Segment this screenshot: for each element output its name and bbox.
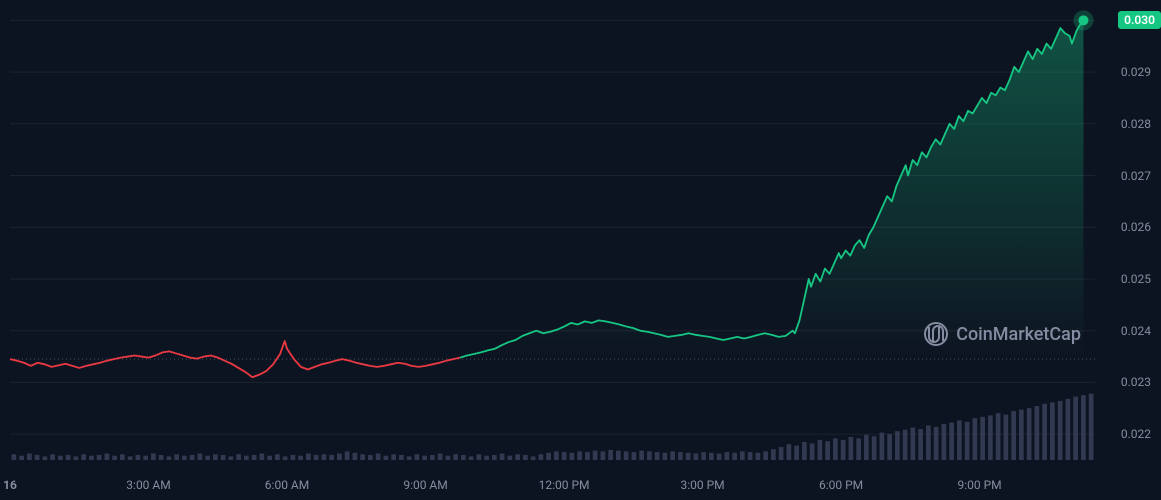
x-tick-label: 6:00 AM	[265, 478, 309, 492]
price-chart: 0.022 0.023 0.024 0.025 0.026 0.027 0.028 0.029…	[0, 0, 1161, 500]
price-badge-value: 0.030	[1124, 13, 1155, 27]
x-tick-label: 16	[3, 478, 17, 492]
x-tick-label: 6:00 PM	[819, 478, 863, 492]
x-tick-label: 9:00 AM	[403, 478, 447, 492]
current-price-badge: 0.030	[1118, 11, 1161, 29]
y-tick-label: 0.028	[1121, 117, 1151, 131]
y-tick-label: 0.026	[1121, 220, 1151, 234]
x-tick-label: 3:00 AM	[126, 478, 170, 492]
coinmarketcap-logo-icon	[924, 322, 948, 346]
y-tick-label: 0.024	[1121, 324, 1151, 338]
y-tick-label: 0.022	[1121, 427, 1151, 441]
y-axis: 0.022 0.023 0.024 0.025 0.026 0.027 0.028 0.029…	[1105, 0, 1161, 450]
y-tick-label: 0.025	[1121, 272, 1151, 286]
x-axis: 16 3:00 AM 6:00 AM 9:00 AM 12:00 PM 3:00 PM 6:…	[0, 470, 1100, 500]
y-tick-label: 0.027	[1121, 169, 1151, 183]
y-tick-label: 0.029	[1121, 65, 1151, 79]
x-tick-label: 9:00 PM	[957, 478, 1001, 492]
watermark-text: CoinMarketCap	[956, 324, 1081, 345]
watermark: CoinMarketCap	[924, 322, 1081, 346]
y-tick-label: 0.023	[1121, 375, 1151, 389]
x-tick-label: 3:00 PM	[680, 478, 724, 492]
chart-svg	[0, 0, 1161, 500]
x-tick-label: 12:00 PM	[539, 478, 590, 492]
